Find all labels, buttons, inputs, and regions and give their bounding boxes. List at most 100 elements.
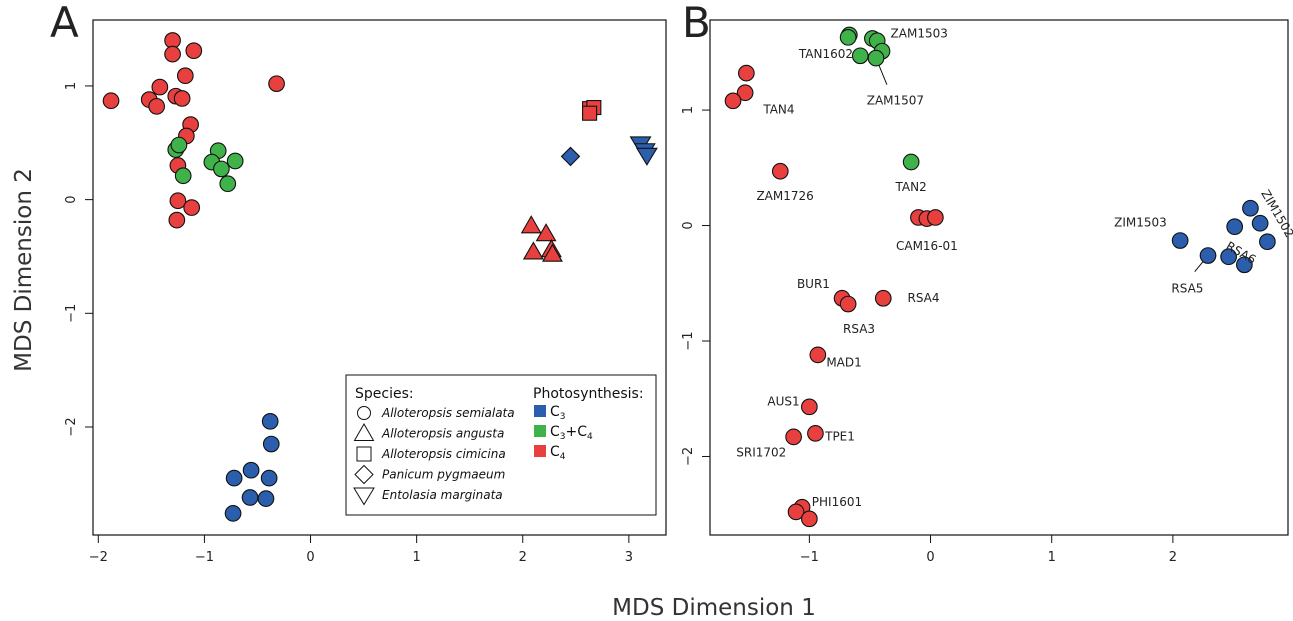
panel-a-point-triangle [542, 243, 563, 262]
panel-b-point-label: TAN2 [895, 180, 927, 194]
legend-species-label: Panicum pygmaeum [382, 468, 505, 482]
panel-b-point-label: RSA4 [908, 291, 940, 305]
panel-b-point [724, 92, 742, 110]
legend: Species: Photosynthesis: Alloteropsis se… [345, 374, 657, 516]
legend-symbol-circle [357, 406, 371, 420]
panel-b-point [736, 84, 754, 102]
panel-a-point-circle [169, 192, 187, 210]
panel-b-point-label: ZAM1503 [891, 26, 948, 40]
panel-a-point-circle [148, 98, 166, 115]
panel-b-point-label: TPE1 [824, 429, 855, 443]
legend-swatch-c4 [534, 445, 546, 457]
panel-b-point [1242, 199, 1259, 217]
panel-b-frame [709, 19, 1289, 536]
panel-b-point [1259, 233, 1276, 251]
legend-species-title: Species: [355, 386, 414, 402]
panel-a-point-circle [268, 75, 285, 93]
panel-b-point-label: ZIM1503 [1114, 216, 1167, 230]
panel-b-point [851, 47, 869, 65]
panel-b-point [1236, 256, 1253, 274]
panel-a-y-tick-label: −2 [64, 417, 79, 436]
panel-b-axes: −1 0 1 2 −2 −1 0 1 [681, 106, 1177, 565]
legend-box [345, 374, 657, 516]
panel-b-y-tick-label: −2 [681, 447, 696, 466]
panel-b-point [1171, 232, 1189, 249]
panel-a-point-triangle [520, 215, 542, 234]
y-axis-title: MDS Dimension 2 [11, 168, 37, 372]
panel-b-point [771, 162, 789, 180]
panel-b-point [1220, 248, 1237, 266]
panel-b-point [785, 428, 802, 446]
panel-b-point [1226, 218, 1244, 236]
panel-a-point-circle [261, 412, 279, 430]
panel-b-point [801, 398, 818, 416]
panel-a-x-tick-label: −2 [89, 550, 108, 565]
panel-b-point [787, 503, 805, 521]
panel-a-point-diamond [560, 146, 581, 167]
panel-a-y-tick-label: −1 [64, 304, 79, 323]
panel-a-point-circle [176, 67, 194, 85]
panel-b-point [839, 28, 857, 46]
legend-symbol-triangle-down [353, 487, 375, 506]
panel-b-point-label: CAM16-01 [896, 239, 958, 253]
legend-symbol-diamond [354, 464, 374, 485]
panel-a-point-circle [164, 45, 181, 63]
legend-photosynthesis-title: Photosynthesis: [533, 386, 644, 402]
legend-species-label: Alloteropsis angusta [381, 427, 504, 441]
panel-a-point-circle [185, 42, 203, 60]
panel-b-point [1199, 247, 1217, 264]
legend-label-c3c4: C3+C4 [550, 424, 593, 442]
panel-a-point-circle [213, 160, 230, 178]
panel-a-point-circle [151, 78, 169, 96]
legend-swatch-c3 [534, 405, 546, 417]
x-axis-title: MDS Dimension 1 [612, 595, 816, 621]
panel-a-point-circle [183, 199, 201, 216]
panel-a-y-tick-label: 1 [64, 82, 79, 90]
panel-b-point-label: ZAM1507 [867, 93, 924, 107]
panel-b-point [809, 346, 827, 364]
panel-b-point-label: TAN1602 [798, 47, 853, 61]
panel-b-point [874, 289, 892, 307]
panel-a-point-triangle [535, 223, 557, 242]
panel-a-point-circle [174, 167, 192, 185]
legend-label-c3: C3 [550, 404, 566, 422]
legend-species-label: Alloteropsis cimicina [381, 447, 506, 461]
panel-a-point-circle [168, 211, 186, 229]
panel-b-point-label: RSA5 [1171, 282, 1203, 296]
legend-species-list: Alloteropsis semialata Alloteropsis angus… [353, 406, 515, 506]
panel-a-point-circle [242, 461, 260, 479]
panel-a-point-circle [224, 505, 242, 522]
panel-a-x-tick-label: 0 [306, 550, 314, 565]
panel-b-point-label: PHI1601 [812, 495, 862, 509]
panel-b-point [807, 425, 824, 442]
panel-b-points [724, 26, 1276, 528]
panel-b-point [839, 295, 857, 313]
legend-species-label: Alloteropsis semialata [381, 406, 515, 420]
panel-b-letter: B [682, 0, 711, 47]
panel-a-y-tick-label: 0 [64, 195, 79, 203]
panel-a-point-square [582, 105, 598, 121]
legend-symbol-square [356, 446, 372, 462]
panel-a-point-circle [226, 152, 244, 170]
panel-b-point [1251, 214, 1269, 232]
panel-a-point-circle [219, 175, 237, 193]
panel-a-point-circle [225, 469, 243, 487]
panel-b-point [738, 64, 755, 82]
panel-a-point-circle [170, 136, 188, 154]
panel-a-x-tick-label: −1 [195, 550, 214, 565]
panel-b-y-tick-label: 0 [681, 221, 696, 229]
panel-b-labels: ZAM1503 TAN1602 ZAM1507 TAN4 TAN2 ZAM1726 CAM1… [736, 26, 1293, 509]
panel-b-point-label: SRI1702 [736, 446, 786, 460]
panel-b-x-tick-label: 2 [1169, 550, 1177, 565]
panel-b-x-tick-label: −1 [800, 550, 819, 565]
panel-a-x-tick-label: 1 [412, 550, 420, 565]
legend-photosynthesis-list: C3 C3+C4 C4 [534, 404, 593, 462]
panel-b-point-label: ZAM1726 [756, 189, 813, 203]
panel-a-axes: −2 −1 0 1 2 3 −2 −1 0 1 [64, 82, 633, 565]
panel-b-x-tick-label: 0 [926, 550, 934, 565]
panel-b-point-label: MAD1 [826, 355, 861, 369]
panel-a-point-circle [262, 435, 280, 453]
panel-a-frame [92, 19, 667, 536]
legend-label-c4: C4 [550, 444, 566, 462]
